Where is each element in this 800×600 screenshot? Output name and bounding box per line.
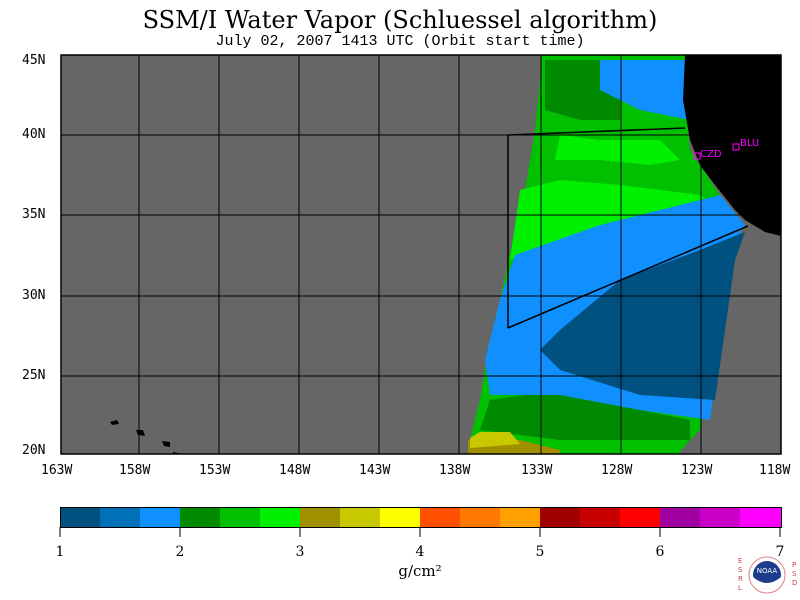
lon-label: 128W bbox=[601, 463, 633, 478]
colorbar-swatch bbox=[540, 508, 581, 527]
colorbar-swatch bbox=[180, 508, 221, 527]
swath-band-yellow bbox=[470, 432, 520, 448]
lon-label: 123W bbox=[681, 463, 713, 478]
region-outline-south bbox=[507, 225, 749, 329]
colorbar-tick-label: 3 bbox=[295, 544, 305, 560]
chart-subtitle: July 02, 2007 1413 UTC (Orbit start time… bbox=[215, 33, 585, 50]
station-label-blu: BLU bbox=[740, 138, 759, 149]
hawaii-island bbox=[136, 430, 145, 436]
map-frame bbox=[60, 54, 782, 455]
lat-label: 45N bbox=[22, 53, 46, 68]
colorbar-swatch bbox=[660, 508, 701, 527]
colorbar-swatch bbox=[580, 508, 621, 527]
colorbar-tick-label: 1 bbox=[55, 544, 65, 560]
lon-label: 118W bbox=[759, 463, 791, 478]
lat-label: 30N bbox=[22, 288, 46, 303]
colorbar-tick-label: 7 bbox=[775, 544, 785, 560]
colorbar-swatch bbox=[60, 508, 101, 527]
lon-label: 143W bbox=[359, 463, 391, 478]
lon-label: 148W bbox=[279, 463, 311, 478]
colorbar-tick-label: 4 bbox=[415, 544, 425, 560]
lon-label: 138W bbox=[439, 463, 471, 478]
lat-label: 35N bbox=[22, 207, 46, 222]
swath-band-dark-blue bbox=[540, 232, 745, 400]
colorbar-swatch bbox=[620, 508, 661, 527]
colorbar-swatch bbox=[700, 508, 741, 527]
region-outline bbox=[507, 127, 686, 136]
colorbar-swatch bbox=[100, 508, 141, 527]
swath-band-blue-north bbox=[600, 60, 690, 120]
colorbar-swatch bbox=[260, 508, 301, 527]
swath-band-bright-green-north bbox=[555, 135, 680, 165]
swath-band-dark-green-south bbox=[480, 390, 690, 440]
lon-label: 158W bbox=[119, 463, 151, 478]
hawaii-island bbox=[162, 441, 170, 447]
land-area bbox=[683, 55, 781, 236]
hawaii-island bbox=[110, 420, 119, 425]
colorbar-swatch bbox=[380, 508, 421, 527]
lon-label: 163W bbox=[41, 463, 73, 478]
colorbar-swatch bbox=[420, 508, 461, 527]
station-marker-blu bbox=[732, 143, 740, 151]
colorbar-tick-label: 5 bbox=[535, 544, 545, 560]
colorbar-swatch bbox=[500, 508, 541, 527]
station-marker-czd bbox=[693, 152, 701, 160]
lon-label: 153W bbox=[199, 463, 231, 478]
colorbar-swatch bbox=[460, 508, 501, 527]
graticule bbox=[61, 55, 781, 454]
lat-label: 20N bbox=[22, 443, 46, 458]
colorbar-swatch bbox=[340, 508, 381, 527]
station-label-czd: CZD bbox=[700, 149, 722, 160]
colorbar-swatch bbox=[140, 508, 181, 527]
hawaii-island bbox=[173, 452, 182, 454]
colorbar-swatch bbox=[220, 508, 261, 527]
lat-label: 40N bbox=[22, 127, 46, 142]
colorbar-tick-label: 6 bbox=[655, 544, 665, 560]
colorbar-swatch bbox=[740, 508, 781, 527]
chart-title: SSM/I Water Vapor (Schluessel algorithm) bbox=[142, 6, 658, 34]
colorbar-swatch bbox=[300, 508, 341, 527]
logo-center-text: NOAA bbox=[757, 567, 778, 575]
colorbar-frame bbox=[60, 507, 782, 528]
colorbar-tick-label: 2 bbox=[175, 544, 185, 560]
lat-label: 25N bbox=[22, 368, 46, 383]
lon-label: 133W bbox=[521, 463, 553, 478]
colorbar-unit: g/cm² bbox=[398, 562, 442, 580]
